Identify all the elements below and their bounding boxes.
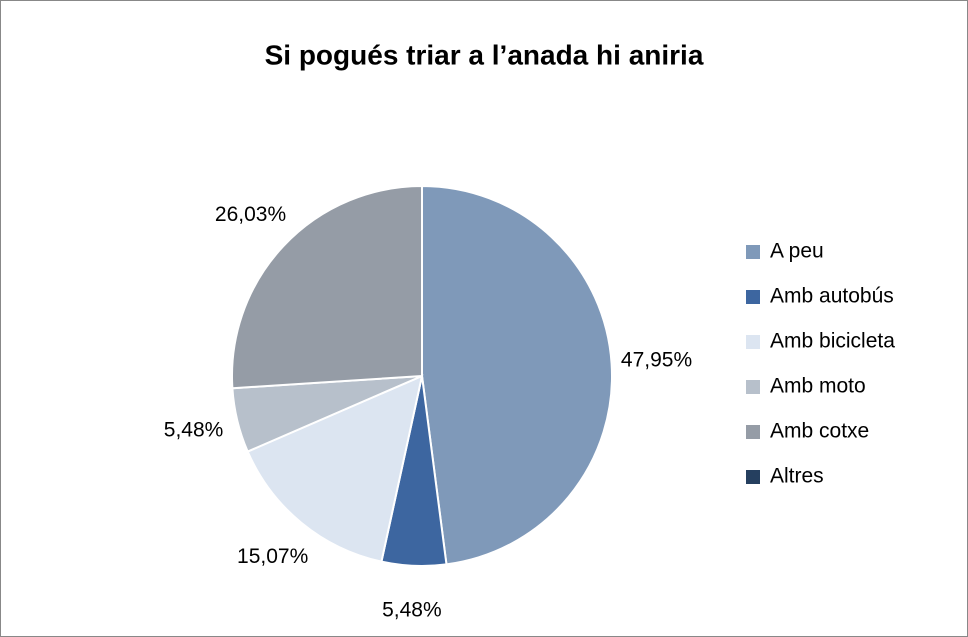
legend-swatch	[746, 425, 760, 439]
data-label: 15,07%	[237, 545, 308, 568]
pie-slice	[231, 184, 423, 390]
legend-swatch	[746, 380, 760, 394]
data-label: 5,48%	[382, 598, 442, 621]
legend-label: Altres	[770, 465, 824, 488]
legend-label: Amb cotxe	[770, 420, 869, 443]
legend-label: Amb autobús	[770, 285, 894, 308]
legend-label: A peu	[770, 240, 824, 263]
pie-slice	[421, 184, 614, 566]
data-label: 5,48%	[164, 419, 224, 442]
legend-label: Amb moto	[770, 375, 866, 398]
legend-swatch	[746, 335, 760, 349]
legend-swatch	[746, 245, 760, 259]
legend-label: Amb bicicleta	[770, 330, 895, 353]
chart-title: Si pogués triar a l’anada hi aniria	[265, 39, 704, 70]
legend-swatch	[746, 470, 760, 484]
legend-swatch	[746, 290, 760, 304]
data-label: 26,03%	[215, 203, 286, 226]
pie-slice	[246, 374, 424, 563]
data-label: 47,95%	[621, 348, 692, 371]
